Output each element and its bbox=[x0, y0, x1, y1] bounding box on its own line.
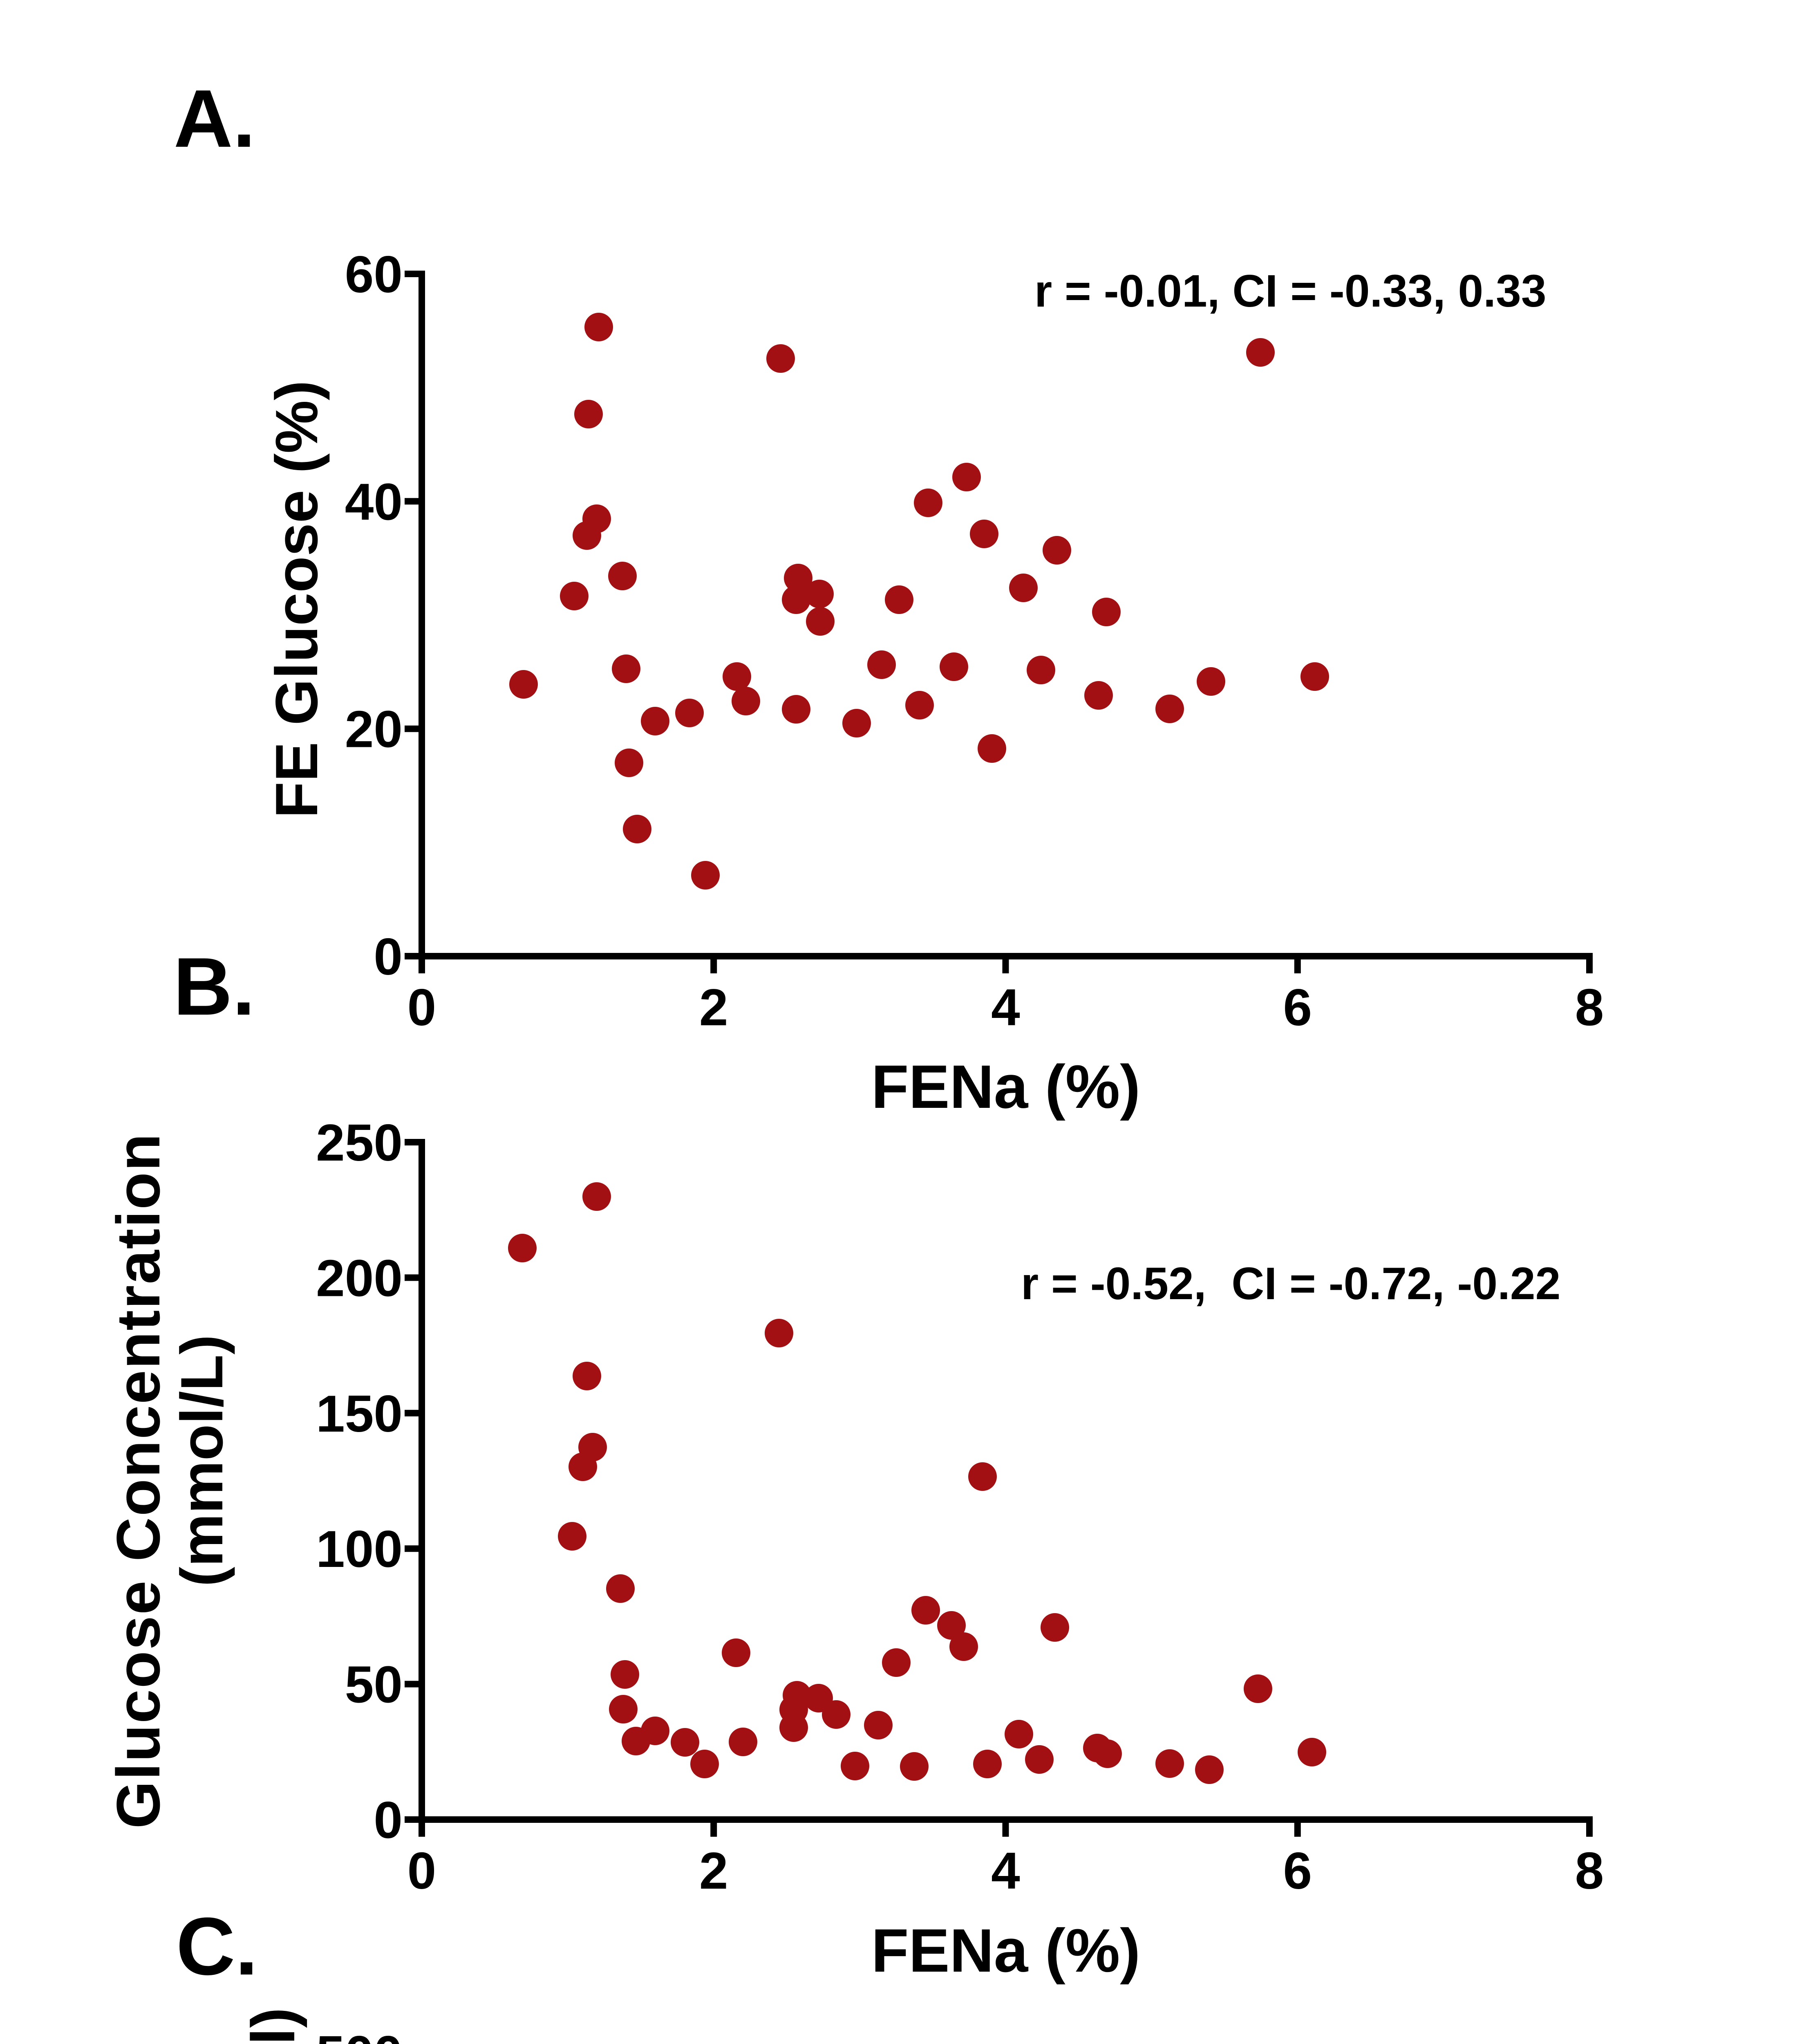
svg-text:C.: C. bbox=[176, 1901, 258, 1992]
svg-text:0: 0 bbox=[374, 1791, 403, 1849]
svg-text:8: 8 bbox=[1575, 978, 1604, 1036]
svg-text:20: 20 bbox=[345, 700, 403, 758]
svg-text:r = -0.01, CI = -0.33, 0.33: r = -0.01, CI = -0.33, 0.33 bbox=[1034, 266, 1547, 316]
svg-text:150: 150 bbox=[316, 1385, 403, 1443]
svg-text:Glucose Concentration: Glucose Concentration bbox=[104, 1133, 172, 1829]
svg-text:200: 200 bbox=[316, 1249, 403, 1307]
svg-text:2: 2 bbox=[699, 978, 728, 1036]
svg-text:2: 2 bbox=[699, 1842, 728, 1900]
svg-text:0: 0 bbox=[407, 1842, 436, 1900]
svg-text:4: 4 bbox=[991, 978, 1020, 1036]
svg-text:B.: B. bbox=[173, 941, 255, 1032]
svg-text:FENa (%): FENa (%) bbox=[871, 1916, 1140, 1985]
svg-text:FE Glucose (%): FE Glucose (%) bbox=[263, 381, 330, 818]
svg-text:50: 50 bbox=[345, 1656, 403, 1714]
svg-text:A.: A. bbox=[174, 73, 255, 164]
svg-text:8: 8 bbox=[1575, 1842, 1604, 1900]
svg-text:6: 6 bbox=[1283, 1842, 1312, 1900]
svg-text:0: 0 bbox=[407, 978, 436, 1036]
svg-text:500: 500 bbox=[316, 2025, 403, 2044]
svg-text:0: 0 bbox=[374, 928, 403, 986]
svg-text:6: 6 bbox=[1283, 978, 1312, 1036]
svg-text:40: 40 bbox=[345, 473, 403, 531]
svg-text:FENa (%): FENa (%) bbox=[871, 1052, 1140, 1121]
svg-text:r = -0.52, CI = -0.72, -0.22: r = -0.52, CI = -0.72, -0.22 bbox=[1021, 1258, 1560, 1309]
svg-text:100: 100 bbox=[316, 1520, 403, 1578]
svg-text:(mmol/L): (mmol/L) bbox=[168, 1335, 235, 1587]
svg-text:250: 250 bbox=[316, 1114, 403, 1172]
svg-text:4: 4 bbox=[991, 1842, 1020, 1900]
svg-text:Glucose Excretion (mmol): Glucose Excretion (mmol) bbox=[239, 2008, 307, 2044]
svg-text:60: 60 bbox=[345, 245, 403, 303]
